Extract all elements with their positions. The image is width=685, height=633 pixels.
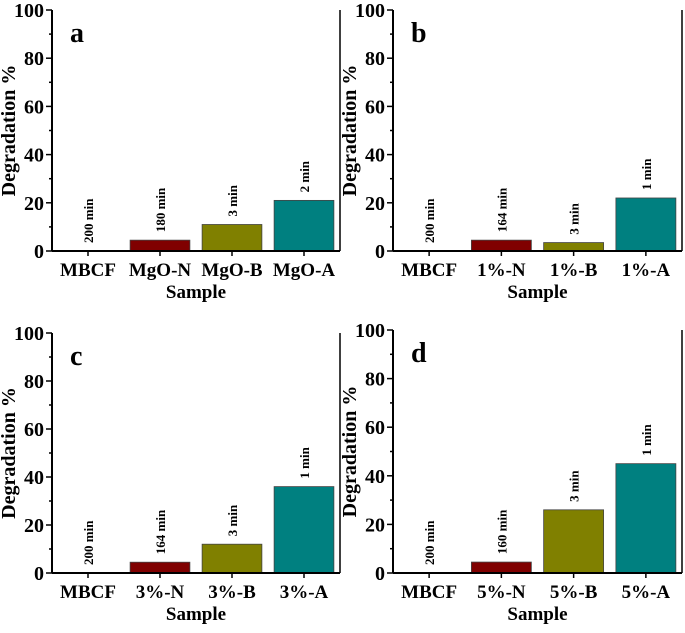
panel-label: c	[70, 341, 82, 372]
y-tick-label: 80	[365, 369, 385, 391]
bar	[201, 224, 263, 252]
bar	[201, 543, 263, 574]
y-tick-label: 40	[24, 467, 44, 489]
bar-label: 3 min	[567, 470, 582, 502]
y-tick-label: 40	[365, 466, 385, 488]
bar	[129, 561, 191, 574]
y-tick-label: 0	[34, 563, 44, 585]
y-axis-label: Degradation %	[339, 386, 361, 518]
x-axis-label: Sample	[507, 604, 567, 625]
bar-label: 2 min	[297, 160, 312, 192]
panel-label: a	[70, 18, 84, 49]
y-axis-label: Degradation %	[0, 387, 20, 519]
x-axis-label: Sample	[166, 604, 226, 625]
y-tick-label: 20	[365, 514, 385, 536]
bar-label: 200 min	[81, 520, 96, 565]
x-tick-label: 5%-B	[550, 582, 598, 603]
x-tick-label: 1%-B	[550, 260, 598, 281]
panel-c: 200 min MBCF 164 min 3%-N 3 min 3%-B 1 min 3%-A…	[0, 323, 341, 625]
bar-label: 1 min	[639, 158, 654, 190]
y-axis-label: Degradation %	[0, 65, 20, 197]
bar-label: 164 min	[494, 187, 509, 232]
bar	[470, 239, 532, 252]
y-tick-label: 0	[375, 241, 385, 263]
bar-label: 1 min	[639, 423, 654, 455]
y-tick-label: 20	[24, 515, 44, 537]
x-tick-label: MgO-A	[273, 260, 336, 281]
y-tick-label: 60	[24, 419, 44, 441]
y-tick-label: 100	[14, 323, 44, 345]
panel-label: b	[411, 18, 427, 49]
bar	[273, 199, 335, 252]
x-axis-label: Sample	[166, 282, 226, 303]
x-tick-label: MBCF	[401, 582, 457, 603]
bar-label: 200 min	[81, 198, 96, 243]
bar-label: 3 min	[567, 202, 582, 234]
y-tick-label: 100	[355, 0, 385, 22]
y-tick-label: 80	[24, 48, 44, 70]
bar-label: 200 min	[422, 520, 437, 565]
x-tick-label: MgO-N	[129, 260, 192, 281]
x-tick-label: MBCF	[401, 260, 457, 281]
bar	[273, 486, 335, 574]
x-tick-label: MBCF	[60, 582, 116, 603]
x-tick-label: 3%-A	[280, 582, 329, 603]
y-tick-label: 60	[365, 96, 385, 118]
panel-a: 200 min MBCF 180 min MgO-N 3 min MgO-B 2 min Mg…	[0, 0, 341, 303]
x-tick-label: MgO-B	[201, 260, 263, 281]
y-tick-label: 0	[375, 563, 385, 585]
x-tick-label: 1%-A	[622, 260, 671, 281]
bar	[543, 242, 605, 252]
bar	[615, 463, 677, 574]
x-tick-label: MBCF	[60, 260, 116, 281]
bar	[129, 239, 191, 252]
bar-label: 3 min	[225, 504, 240, 536]
bar-label: 200 min	[422, 198, 437, 243]
bar-label: 3 min	[225, 184, 240, 216]
y-tick-label: 60	[365, 417, 385, 439]
y-tick-label: 20	[365, 193, 385, 215]
y-tick-label: 40	[24, 145, 44, 167]
y-tick-label: 100	[355, 320, 385, 342]
x-axis-label: Sample	[507, 282, 567, 303]
x-tick-label: 1%-N	[477, 260, 526, 281]
x-tick-label: 3%-N	[136, 582, 185, 603]
panel-d: 200 min MBCF 160 min 5%-N 3 min 5%-B 1 min 5%-A…	[339, 320, 683, 625]
y-axis-label: Degradation %	[339, 65, 361, 197]
y-tick-label: 20	[24, 193, 44, 215]
bar	[470, 561, 532, 574]
bar	[615, 197, 677, 252]
y-tick-label: 80	[24, 371, 44, 393]
bar-label: 180 min	[153, 187, 168, 232]
bar-label: 164 min	[153, 509, 168, 554]
panel-label: d	[411, 338, 427, 369]
y-tick-label: 40	[365, 145, 385, 167]
x-tick-label: 5%-N	[477, 582, 526, 603]
x-tick-label: 5%-A	[622, 582, 671, 603]
bar	[543, 509, 605, 574]
y-tick-label: 100	[14, 0, 44, 22]
bar-label: 160 min	[494, 509, 509, 554]
bar-label: 1 min	[297, 446, 312, 478]
x-tick-label: 3%-B	[208, 582, 256, 603]
y-tick-label: 0	[34, 241, 44, 263]
y-tick-label: 80	[365, 48, 385, 70]
y-tick-label: 60	[24, 96, 44, 118]
panel-b: 200 min MBCF 164 min 1%-N 3 min 1%-B 1 min 1%-A…	[339, 0, 683, 303]
